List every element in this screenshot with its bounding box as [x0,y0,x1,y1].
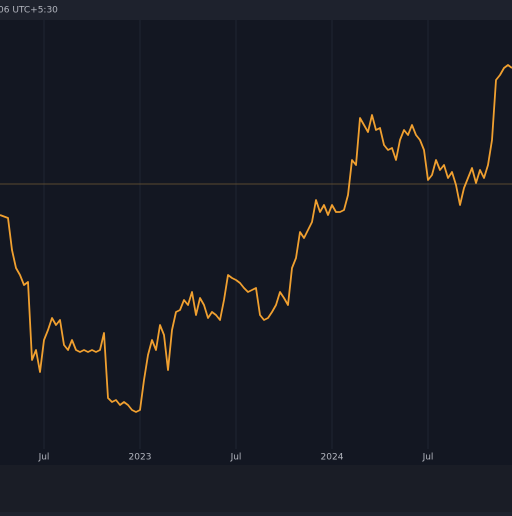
bottom-strip [0,465,512,512]
top-bar [0,0,512,20]
x-tick-label: Jul [38,453,50,463]
plot-area [0,20,512,465]
time-label: 06 UTC+5:30 [0,6,58,16]
x-tick-label: 2024 [321,453,344,463]
x-tick-label: 2023 [129,453,152,463]
x-tick-label: Jul [422,453,434,463]
x-tick-label: Jul [230,453,242,463]
price-line-series [0,64,512,413]
